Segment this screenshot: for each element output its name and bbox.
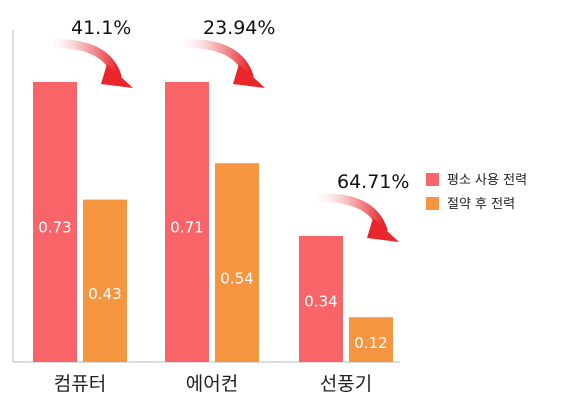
reduction-percent-label: 64.71% (337, 171, 409, 193)
bar-usual-1 (33, 82, 77, 362)
legend-label-2: 절약 후 전력 (447, 197, 515, 212)
reduction-percent-label: 41.1% (71, 17, 131, 39)
bar-value-label: 0.34 (304, 293, 337, 311)
category-label: 에어컨 (186, 373, 238, 395)
bar-saved-3 (349, 317, 393, 362)
reduction-arrow (306, 193, 399, 242)
legend-label-1: 평소 사용 전력 (447, 173, 527, 188)
bar-value-label: 0.73 (38, 219, 71, 237)
reduction-arrow (172, 39, 265, 88)
legend-swatch-1 (426, 173, 439, 186)
bar-usual-3 (299, 236, 343, 362)
reduction-arrow (40, 39, 133, 88)
legend-swatch-2 (426, 197, 439, 210)
bar-value-label: 0.43 (88, 285, 121, 303)
bar-value-label: 0.54 (220, 270, 253, 288)
bar-value-label: 0.12 (354, 334, 387, 352)
bar-saved-2 (215, 163, 259, 362)
category-label: 선풍기 (320, 373, 372, 395)
bar-usual-2 (165, 82, 209, 362)
reduction-percent-label: 23.94% (203, 17, 275, 39)
bar-saved-1 (83, 199, 127, 362)
category-label: 컴퓨터 (54, 373, 106, 395)
bar-value-label: 0.71 (170, 219, 203, 237)
